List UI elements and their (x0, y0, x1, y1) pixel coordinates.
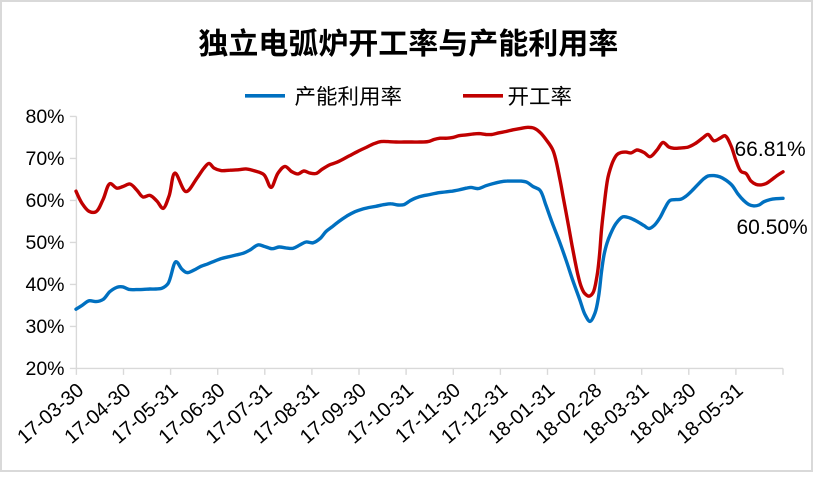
svg-text:30%: 30% (25, 316, 64, 338)
svg-text:66.81%: 66.81% (735, 138, 806, 161)
svg-text:20%: 20% (25, 358, 64, 380)
svg-text:80%: 80% (25, 106, 64, 128)
svg-text:60%: 60% (25, 190, 64, 212)
svg-text:50%: 50% (25, 232, 64, 254)
svg-text:70%: 70% (25, 148, 64, 170)
svg-text:40%: 40% (25, 274, 64, 296)
svg-text:60.50%: 60.50% (737, 216, 808, 239)
